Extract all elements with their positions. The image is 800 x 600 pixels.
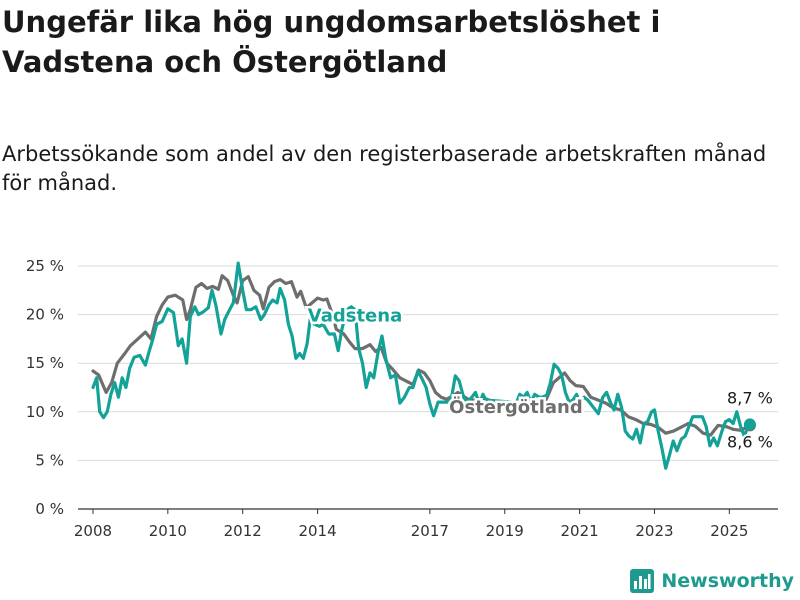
x-tick-label: 2010 xyxy=(149,522,187,540)
end-value-label: 8,6 % xyxy=(727,432,773,451)
chart-subtitle: Arbetssökande som andel av den registerb… xyxy=(2,142,767,195)
series-labels: 8,6 % 8,7 % Vadstena Östergötland xyxy=(305,303,775,454)
grid-lines xyxy=(78,265,778,510)
series-label: Östergötland xyxy=(449,396,583,418)
series-label: Vadstena xyxy=(308,305,402,326)
newsworthy-brand: Newsworthy xyxy=(629,568,794,594)
x-tick-label: 2014 xyxy=(298,522,336,540)
series-lines xyxy=(91,261,752,470)
x-tick-label: 2023 xyxy=(635,522,673,540)
x-tick-label: 2017 xyxy=(411,522,449,540)
chart-title: Ungefär lika hög ungdomsarbetslöshet i V… xyxy=(2,5,661,79)
x-tick-label: 2025 xyxy=(710,522,748,540)
end-value-label: 8,7 % xyxy=(727,388,773,407)
y-tick-label: 20 % xyxy=(26,306,64,324)
x-tick-label: 2019 xyxy=(486,522,524,540)
x-tick-label: 2008 xyxy=(74,522,112,540)
x-tick-label: 2012 xyxy=(224,522,262,540)
y-tick-label: 25 % xyxy=(26,257,64,275)
y-tick-label: 15 % xyxy=(26,354,64,372)
y-tick-label: 0 % xyxy=(35,500,64,518)
y-tick-label: 10 % xyxy=(26,403,64,421)
newsworthy-logo-icon xyxy=(630,569,655,593)
series-line-vadstena xyxy=(91,261,752,470)
x-axis: 2008 2010 2012 2014 2017 2019 2021 2023 2025 xyxy=(74,509,748,540)
end-point-marker xyxy=(743,418,756,431)
x-tick-label: 2021 xyxy=(561,522,599,540)
end-markers xyxy=(743,418,756,432)
y-tick-label: 5 % xyxy=(35,451,64,469)
brand-name: Newsworthy xyxy=(661,570,794,592)
y-axis-labels: 0 % 5 % 10 % 15 % 20 % 25 % xyxy=(26,257,64,518)
